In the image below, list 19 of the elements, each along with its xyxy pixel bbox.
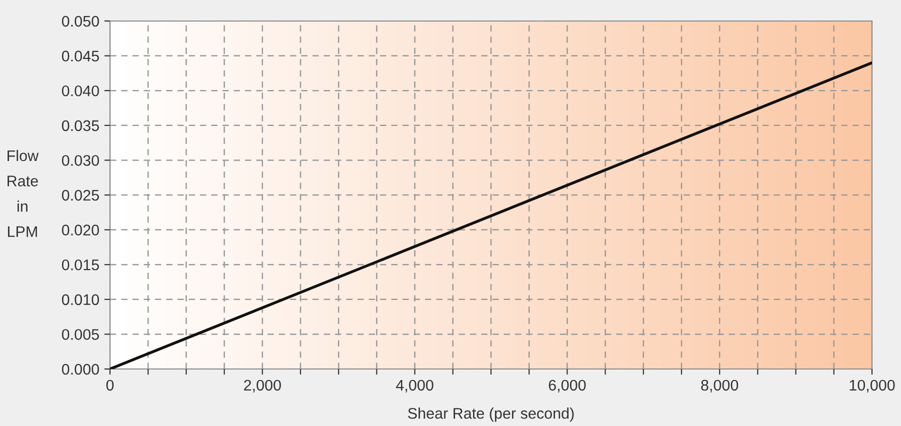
y-tick-label: 0.025: [62, 190, 99, 201]
y-tick-label: 0.005: [62, 329, 99, 340]
y-tick-label: 0.015: [62, 259, 99, 270]
y-tick-label: 0.050: [62, 16, 99, 27]
x-tick-label: 6,000: [548, 380, 586, 392]
x-tick-label: 0: [106, 380, 114, 391]
x-tick-label: 10,000: [850, 380, 895, 392]
y-tick-label: 0.010: [62, 294, 99, 306]
y-tick-label: 0.035: [62, 120, 99, 132]
x-tick-label: 2,000: [244, 380, 281, 392]
y-tick-label: 0.030: [62, 155, 99, 166]
y-tick-label: 0.040: [62, 85, 99, 96]
y-tick-label: 0.000: [62, 364, 99, 375]
x-tick-label: 4,000: [396, 380, 434, 392]
x-axis-title: Shear Rate (per second): [408, 408, 574, 422]
y-tick-label: 0.045: [62, 50, 99, 62]
y-tick-label: 0.020: [62, 224, 99, 236]
y-axis-title: Flow Rate in LPM: [8, 150, 39, 237]
x-tick-label: 8,000: [701, 380, 738, 392]
